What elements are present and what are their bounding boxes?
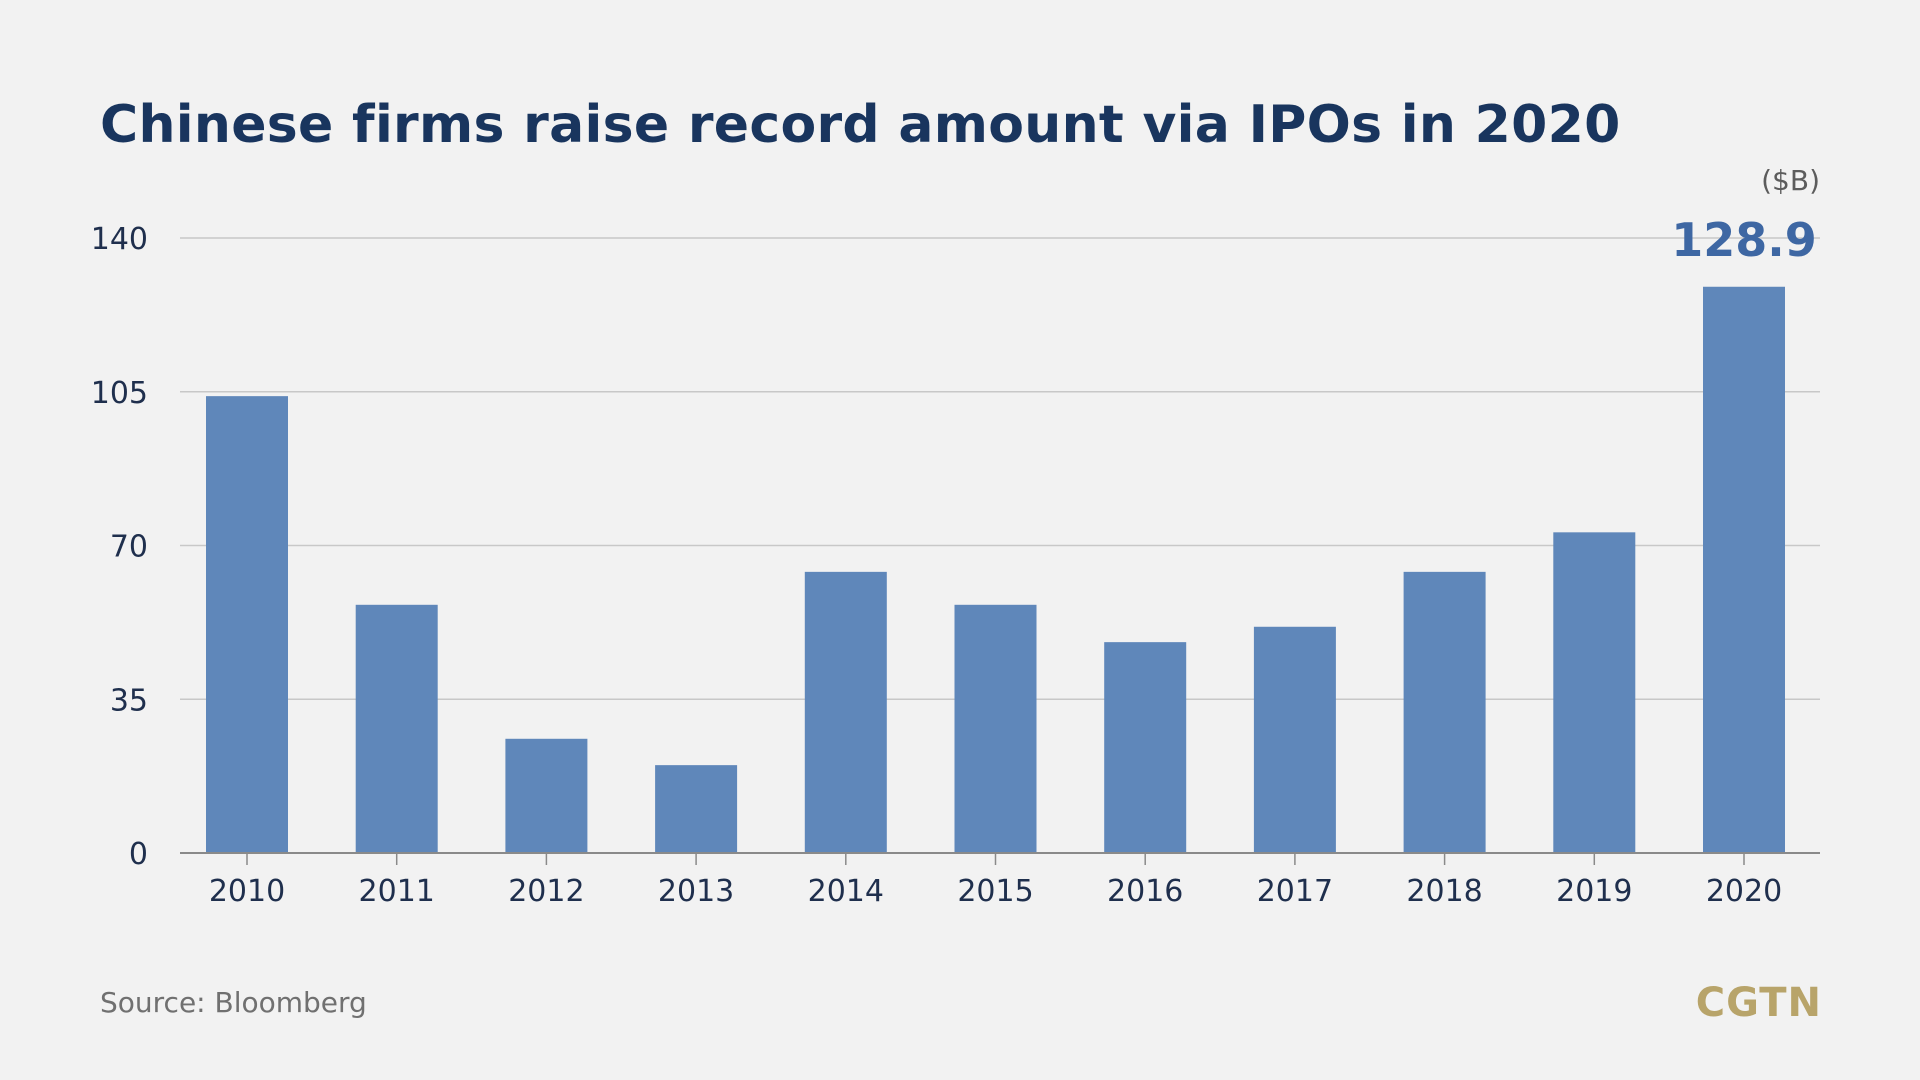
bar-2011 [355,604,438,853]
bar-2016 [1104,642,1187,853]
bar-2010 [206,396,288,853]
bar-2012 [505,738,588,853]
bar-2018 [1403,571,1486,853]
chart-title: Chinese firms raise record amount via IP… [100,95,1621,155]
bar-2020 [1703,286,1785,853]
y-tick-label-140: 140 [91,222,148,257]
x-tick-label-2015: 2015 [957,874,1033,909]
unit-label: ($B) [1761,164,1820,197]
y-axis-ticks: 0 35 70 105 140 [91,222,148,872]
y-tick-label-0: 0 [129,837,148,872]
y-tick-label-35: 35 [110,683,148,718]
bar-2014 [804,571,887,853]
x-tick-label-2018: 2018 [1406,874,1482,909]
bar-2015 [954,604,1037,853]
bar-2017 [1253,626,1336,853]
gridlines [180,237,1820,700]
y-tick-label-105: 105 [91,376,148,411]
source-note: Source: Bloomberg [100,986,367,1019]
bar-2019 [1553,532,1636,853]
x-tick-label-2017: 2017 [1257,874,1333,909]
y-tick-label-70: 70 [110,530,148,565]
x-tick-label-2010: 2010 [209,874,285,909]
x-tick-label-2012: 2012 [508,874,584,909]
x-tick-label-2011: 2011 [359,874,435,909]
x-tick-label-2019: 2019 [1556,874,1632,909]
x-axis-ticks: 2010 2011 2012 2013 2014 2015 2016 2017 2018 2019… [209,853,1782,909]
x-tick-label-2016: 2016 [1107,874,1183,909]
x-tick-label-2014: 2014 [808,874,884,909]
bar-2013 [655,765,738,853]
x-tick-label-2020: 2020 [1706,874,1782,909]
cgtn-logo: CGTN [1695,980,1822,1026]
x-tick-label-2013: 2013 [658,874,734,909]
bars [206,286,1785,853]
data-label-2020: 128.9 [1671,213,1817,267]
